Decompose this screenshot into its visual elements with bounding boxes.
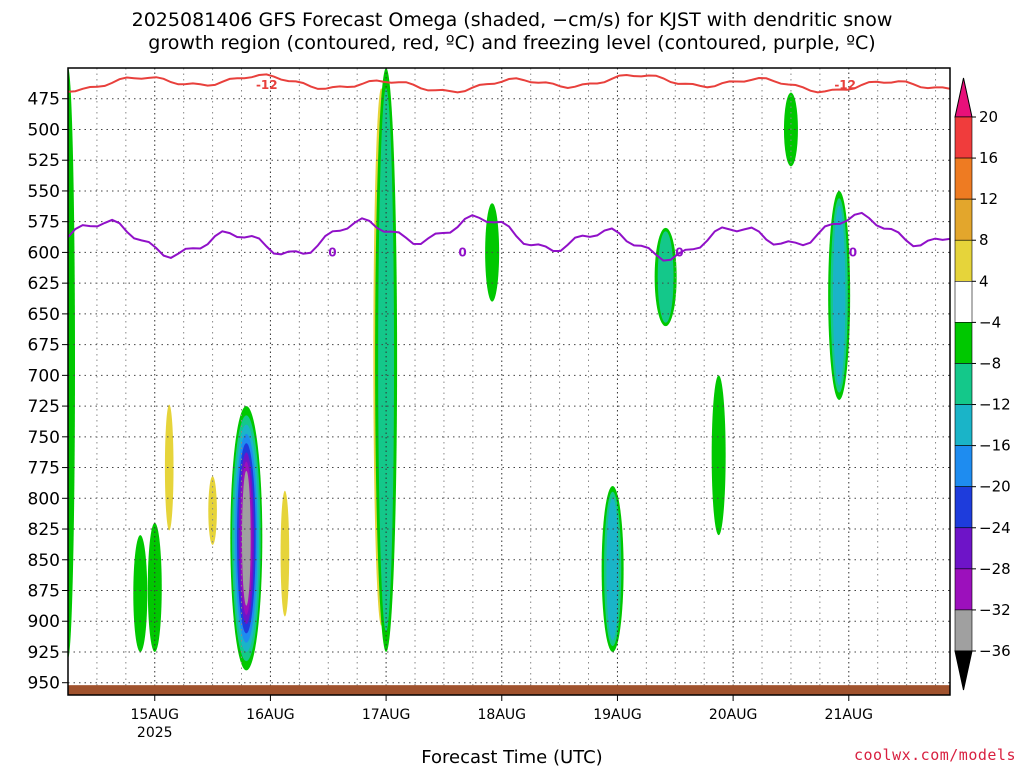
colorbar-box-9 (954, 486, 973, 529)
colorbar-label: −12 (979, 396, 1011, 414)
dgz-contour-label: -12 (256, 78, 278, 92)
omega-region-8-level-2 (381, 108, 391, 612)
y-tick-label-850: 850 (28, 551, 60, 571)
omega-region-1-level-1 (135, 539, 145, 648)
colorbar-top-arrow (954, 77, 973, 118)
freezing-level-line (68, 211, 950, 262)
x-tick-label-17AUG: 17AUG (362, 707, 411, 723)
y-tick-label-600: 600 (28, 243, 60, 263)
colorbar-bottom-arrow (954, 650, 973, 691)
colorbar-label: 8 (979, 231, 989, 249)
x-axis-label: Forecast Time (UTC) (421, 747, 603, 768)
omega-region-12-level-1 (714, 380, 723, 530)
freezing-level-label: 0 (675, 245, 683, 259)
colorbar-label: −28 (979, 560, 1011, 578)
surface-ground-fill (68, 685, 950, 695)
omega-region-0-level-1 (68, 88, 73, 638)
omega-region-2-level-1 (150, 527, 160, 648)
y-tick-label-650: 650 (28, 305, 60, 325)
omega-region-10-level-3 (608, 503, 617, 635)
colorbar-label: −4 (979, 313, 1001, 331)
y-tick-label-950: 950 (28, 674, 60, 694)
omega-region-6-level-1 (280, 490, 290, 617)
y-tick-label-625: 625 (28, 274, 60, 294)
colorbar-label: 4 (979, 272, 989, 290)
omega-region-4-level-1 (208, 476, 217, 545)
colorbar-label: −36 (979, 642, 1011, 660)
x-tick-label-15AUG: 15AUG (131, 707, 180, 723)
colorbar-box-0 (954, 116, 973, 159)
y-tick-label-875: 875 (28, 582, 60, 602)
y-tick-label-725: 725 (28, 397, 60, 417)
y-tick-label-900: 900 (28, 612, 60, 632)
freezing-level-label: 0 (849, 245, 857, 259)
omega-region-11-level-2 (660, 234, 671, 320)
x-tick-label-19AUG: 19AUG (593, 707, 642, 723)
omega-shading (68, 68, 851, 671)
colorbar-label: −20 (979, 478, 1011, 496)
dgz-contour-line (68, 73, 950, 94)
y-tick-label-550: 550 (28, 182, 60, 202)
colorbar-box-7 (954, 404, 973, 446)
chart-title-line-2: growth region (contoured, red, ºC) and f… (148, 32, 876, 54)
colorbar-label: −8 (979, 354, 1001, 372)
colorbar-label: −16 (979, 437, 1011, 455)
y-tick-label-925: 925 (28, 643, 60, 663)
freezing-level-label: 0 (328, 245, 336, 259)
colorbar-label: 12 (979, 190, 998, 208)
x-tick-label-21AUG: 21AUG (825, 707, 874, 723)
y-tick-label-700: 700 (28, 366, 60, 386)
colorbar-label: −32 (979, 601, 1011, 619)
colorbar-box-10 (954, 527, 973, 570)
colorbar-box-1 (954, 157, 973, 200)
y-tick-label-575: 575 (28, 213, 60, 233)
omega-region-5-level-8 (243, 480, 249, 597)
plot-background (68, 68, 950, 695)
colorbar-box-6 (954, 363, 973, 405)
colorbar-box-4 (954, 281, 973, 323)
omega-region-3-level-1 (164, 404, 174, 531)
colorbar-box-5 (954, 322, 973, 364)
colorbar-box-8 (954, 445, 973, 487)
colorbar-box-11 (954, 568, 973, 611)
y-axis-ticks: 475 500 525 550 575 600 625 650 675 700 725 750 775 8… (28, 90, 68, 694)
x-axis-ticks: 15AUG 2025 16AUG 17AUG 18AUG 19AUG 20AUG 21AUG (131, 695, 874, 741)
x-tick-label-16AUG: 16AUG (246, 707, 295, 723)
colorbar-label: −24 (979, 519, 1011, 537)
y-tick-label-475: 475 (28, 90, 60, 110)
omega-region-14-level-3 (835, 212, 843, 378)
contours: -12 -12 0 0 0 0 (68, 73, 950, 262)
y-tick-label-800: 800 (28, 489, 60, 509)
y-tick-label-775: 775 (28, 459, 60, 479)
colorbar-box-2 (954, 198, 973, 241)
grid-lines (68, 68, 950, 695)
x-tick-label-20AUG: 20AUG (709, 707, 758, 723)
colorbar: 20 16 12 8 4 −4 −8 −12 −16 −20 −24 −28 −32 −36 (954, 77, 1011, 691)
y-tick-label-825: 825 (28, 520, 60, 540)
chart-title-line-1: 2025081406 GFS Forecast Omega (shaded, −… (131, 9, 893, 31)
y-tick-label-500: 500 (28, 120, 60, 140)
colorbar-label: 16 (979, 149, 998, 167)
x-tick-sublabel: 2025 (137, 725, 173, 741)
y-tick-label-525: 525 (28, 151, 60, 171)
y-tick-label-750: 750 (28, 428, 60, 448)
plot-frame (67, 67, 951, 696)
colorbar-label: 20 (979, 108, 998, 126)
y-tick-label-675: 675 (28, 336, 60, 356)
colorbar-box-12 (954, 609, 973, 652)
colorbar-box-3 (954, 239, 973, 282)
credit-link[interactable]: coolwx.com/models (853, 746, 1016, 764)
x-tick-label-18AUG: 18AUG (478, 707, 527, 723)
freezing-level-label: 0 (458, 245, 466, 259)
surface-ground (68, 685, 950, 695)
dgz-contour-label: -12 (834, 78, 856, 92)
